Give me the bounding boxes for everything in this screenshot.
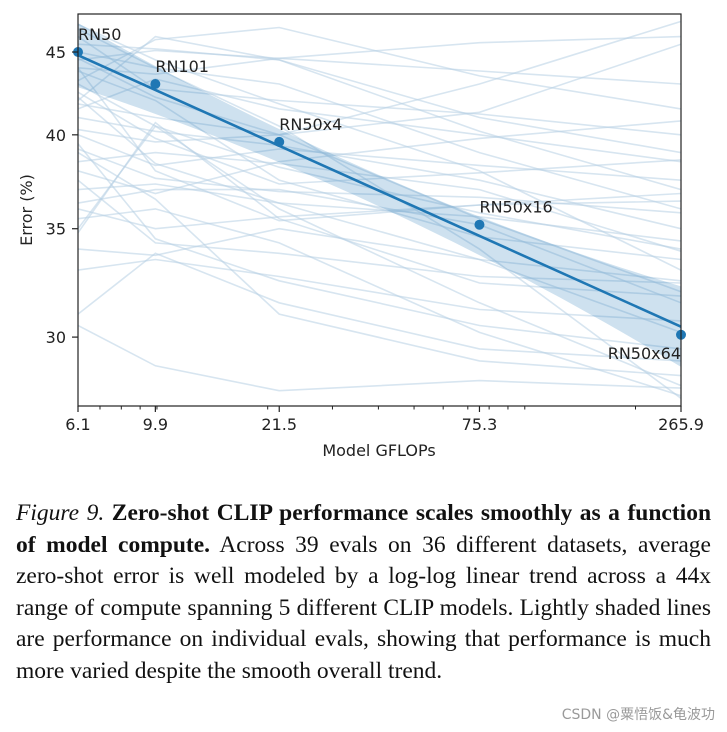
eval-line <box>78 28 681 399</box>
caption-bold-text: Zero-shot CLIP performance scales smooth… <box>16 500 712 558</box>
eval-line <box>78 151 681 377</box>
eval-line <box>78 227 681 334</box>
point-label-rn101: RN101 <box>155 57 209 76</box>
eval-line <box>78 35 681 76</box>
point-rn50x4 <box>274 136 285 147</box>
eval-line <box>78 179 681 284</box>
eval-line <box>78 258 681 322</box>
eval-line <box>78 51 681 210</box>
point-labels: RN50 RN101 RN50x4 RN50x16 RN50x64 <box>78 25 681 363</box>
point-label-rn50x64: RN50x64 <box>608 344 681 363</box>
eval-line <box>78 83 681 250</box>
eval-line <box>78 35 681 154</box>
point-rn50x16 <box>474 219 485 230</box>
confidence-band <box>78 23 681 367</box>
figure-label: Figure 9. <box>16 500 105 526</box>
eval-line <box>78 148 681 214</box>
scaling-chart: RN50 RN101 RN50x4 RN50x16 RN50x64 6.1 9.9 21.5… <box>17 13 704 460</box>
x-axis-ticks: 6.1 9.9 21.5 75.3 265.9 <box>65 406 704 434</box>
eval-line <box>78 134 681 181</box>
eval-line <box>78 103 681 293</box>
point-rn101 <box>150 78 161 89</box>
eval-line <box>78 26 681 110</box>
y-tick-label: 35 <box>46 220 66 239</box>
watermark: CSDN @粟悟饭&龟波功 <box>561 707 715 723</box>
eval-line <box>78 70 681 261</box>
point-label-rn50x16: RN50x16 <box>479 198 552 217</box>
point-label-rn50: RN50 <box>78 25 121 44</box>
trend-line <box>77 53 682 328</box>
x-tick-label: 21.5 <box>261 415 297 434</box>
x-tick-label: 75.3 <box>462 415 498 434</box>
x-tick-label: 6.1 <box>65 415 90 434</box>
x-tick-label: 265.9 <box>658 415 704 434</box>
point-label-rn50x4: RN50x4 <box>279 115 342 134</box>
eval-line <box>78 78 681 163</box>
eval-line <box>78 324 681 392</box>
figure-caption: Figure 9. Zero-shot CLIP performance sca… <box>16 498 711 687</box>
y-tick-label: 45 <box>46 43 66 62</box>
eval-line <box>78 121 681 297</box>
y-axis-label: Error (%) <box>17 174 36 246</box>
caption-body-text: Across 39 evals on 36 different datasets… <box>16 531 711 684</box>
x-tick-label: 9.9 <box>143 415 168 434</box>
eval-line <box>78 143 681 350</box>
eval-line <box>78 67 681 222</box>
plot-frame <box>77 13 682 407</box>
eval-line <box>78 91 681 185</box>
eval-line <box>78 208 681 397</box>
y-axis-ticks: 30 35 40 45 <box>46 43 78 347</box>
y-tick-label: 30 <box>46 328 66 347</box>
x-axis-label: Model GFLOPs <box>322 441 435 460</box>
eval-line <box>78 188 681 304</box>
y-tick-label: 40 <box>46 126 66 145</box>
eval-line <box>78 23 681 271</box>
